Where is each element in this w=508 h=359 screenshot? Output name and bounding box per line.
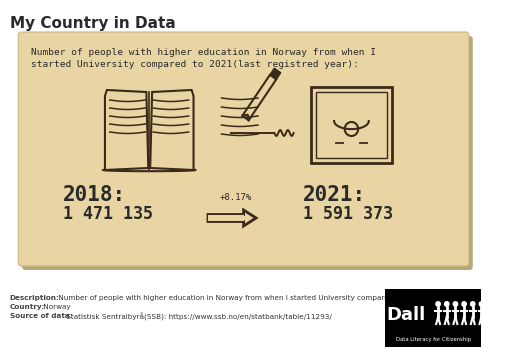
FancyBboxPatch shape (18, 32, 469, 266)
Text: Norway: Norway (42, 304, 71, 310)
Circle shape (453, 301, 458, 307)
Circle shape (470, 301, 475, 307)
Text: Number of people with higher education in Norway from when I: Number of people with higher education i… (31, 48, 376, 57)
Text: Source of data:: Source of data: (10, 313, 72, 319)
Text: 1 471 135: 1 471 135 (62, 205, 152, 223)
Text: Data Literacy for Citizenship: Data Literacy for Citizenship (396, 337, 471, 342)
Circle shape (461, 301, 467, 307)
Text: Statistisk Sentralbyrå(SSB): https://www.ssb.no/en/statbank/table/11293/: Statistisk Sentralbyrå(SSB): https://www… (64, 313, 331, 321)
FancyBboxPatch shape (385, 289, 482, 347)
Text: 2018:: 2018: (62, 185, 125, 205)
Text: My Country in Data: My Country in Data (10, 16, 175, 31)
Text: Number of people with higher education in Norway from when I started University : Number of people with higher education i… (56, 295, 424, 301)
Text: Country:: Country: (10, 304, 45, 310)
Text: Dall: Dall (387, 306, 426, 324)
Text: started University compared to 2021(last registred year):: started University compared to 2021(last… (31, 60, 359, 69)
Circle shape (435, 301, 441, 307)
Polygon shape (270, 68, 281, 79)
Text: +8.17%: +8.17% (220, 193, 252, 202)
Text: 1 591 373: 1 591 373 (303, 205, 393, 223)
Text: Description:: Description: (10, 295, 59, 301)
Circle shape (479, 301, 484, 307)
FancyBboxPatch shape (22, 36, 473, 270)
FancyBboxPatch shape (208, 215, 244, 221)
Circle shape (444, 301, 450, 307)
Text: 2021:: 2021: (303, 185, 366, 205)
